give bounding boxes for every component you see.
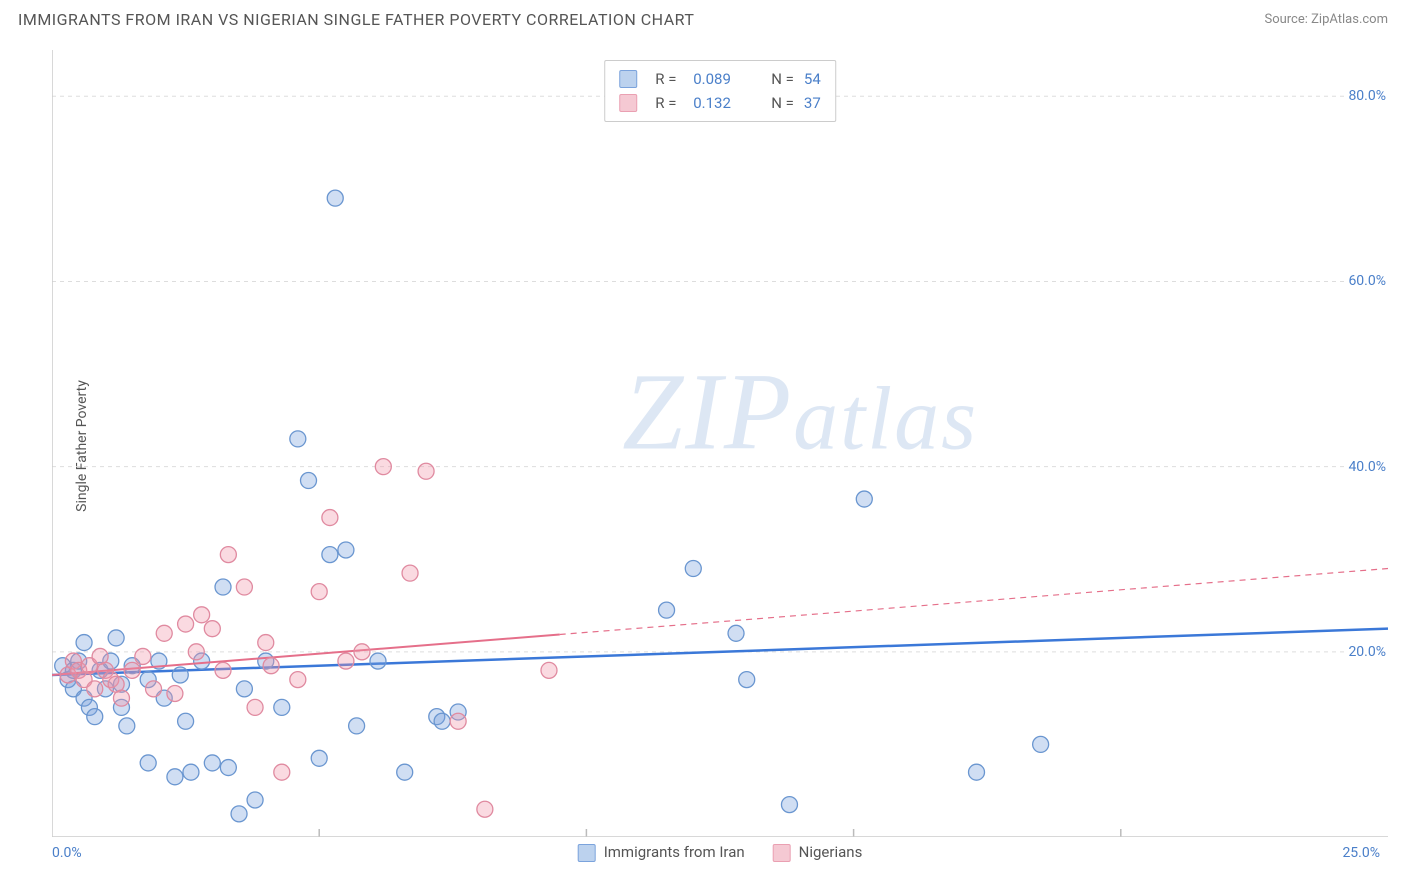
correlation-row-nigerians: R = 0.132 N = 37 <box>619 91 821 115</box>
x-axis-max-label: 25.0% <box>1342 845 1380 861</box>
n-value: 54 <box>804 67 821 91</box>
chart-header: IMMIGRANTS FROM IRAN VS NIGERIAN SINGLE … <box>0 0 1406 35</box>
correlation-row-iran: R = 0.089 N = 54 <box>619 67 821 91</box>
legend-label: Immigrants from Iran <box>604 843 745 861</box>
r-value: 0.089 <box>693 67 743 91</box>
legend-swatch <box>578 844 596 862</box>
n-label: N = <box>771 67 794 91</box>
legend-swatch <box>619 70 637 88</box>
y-tick-label: 60.0% <box>1344 273 1390 289</box>
legend-item-iran: Immigrants from Iran <box>578 843 745 862</box>
n-value: 37 <box>804 91 821 115</box>
y-tick-label: 20.0% <box>1344 644 1390 660</box>
y-tick-label: 40.0% <box>1344 459 1390 475</box>
legend-item-nigerians: Nigerians <box>773 843 863 862</box>
x-axis-area: 0.0% Immigrants from Iran Nigerians 25.0% <box>52 837 1388 892</box>
series-legend: Immigrants from Iran Nigerians <box>578 843 863 862</box>
r-value: 0.132 <box>693 91 743 115</box>
legend-swatch <box>619 94 637 112</box>
r-label: R = <box>655 67 683 91</box>
y-tick-label: 80.0% <box>1344 88 1390 104</box>
scatter-plot-svg <box>52 50 1388 837</box>
chart-title: IMMIGRANTS FROM IRAN VS NIGERIAN SINGLE … <box>18 10 694 29</box>
chart-source: Source: ZipAtlas.com <box>1264 12 1388 27</box>
legend-swatch <box>773 844 791 862</box>
plot-area: ZIPatlas R =0.089N =54R =0.132N =37 20.0… <box>52 50 1388 837</box>
correlation-legend: R = 0.089 N = 54 R = 0.132 N = 37 <box>604 60 836 122</box>
n-label: N = <box>771 91 794 115</box>
x-axis-origin-label: 0.0% <box>52 845 82 861</box>
legend-label: Nigerians <box>799 843 863 861</box>
r-label: R = <box>655 91 683 115</box>
